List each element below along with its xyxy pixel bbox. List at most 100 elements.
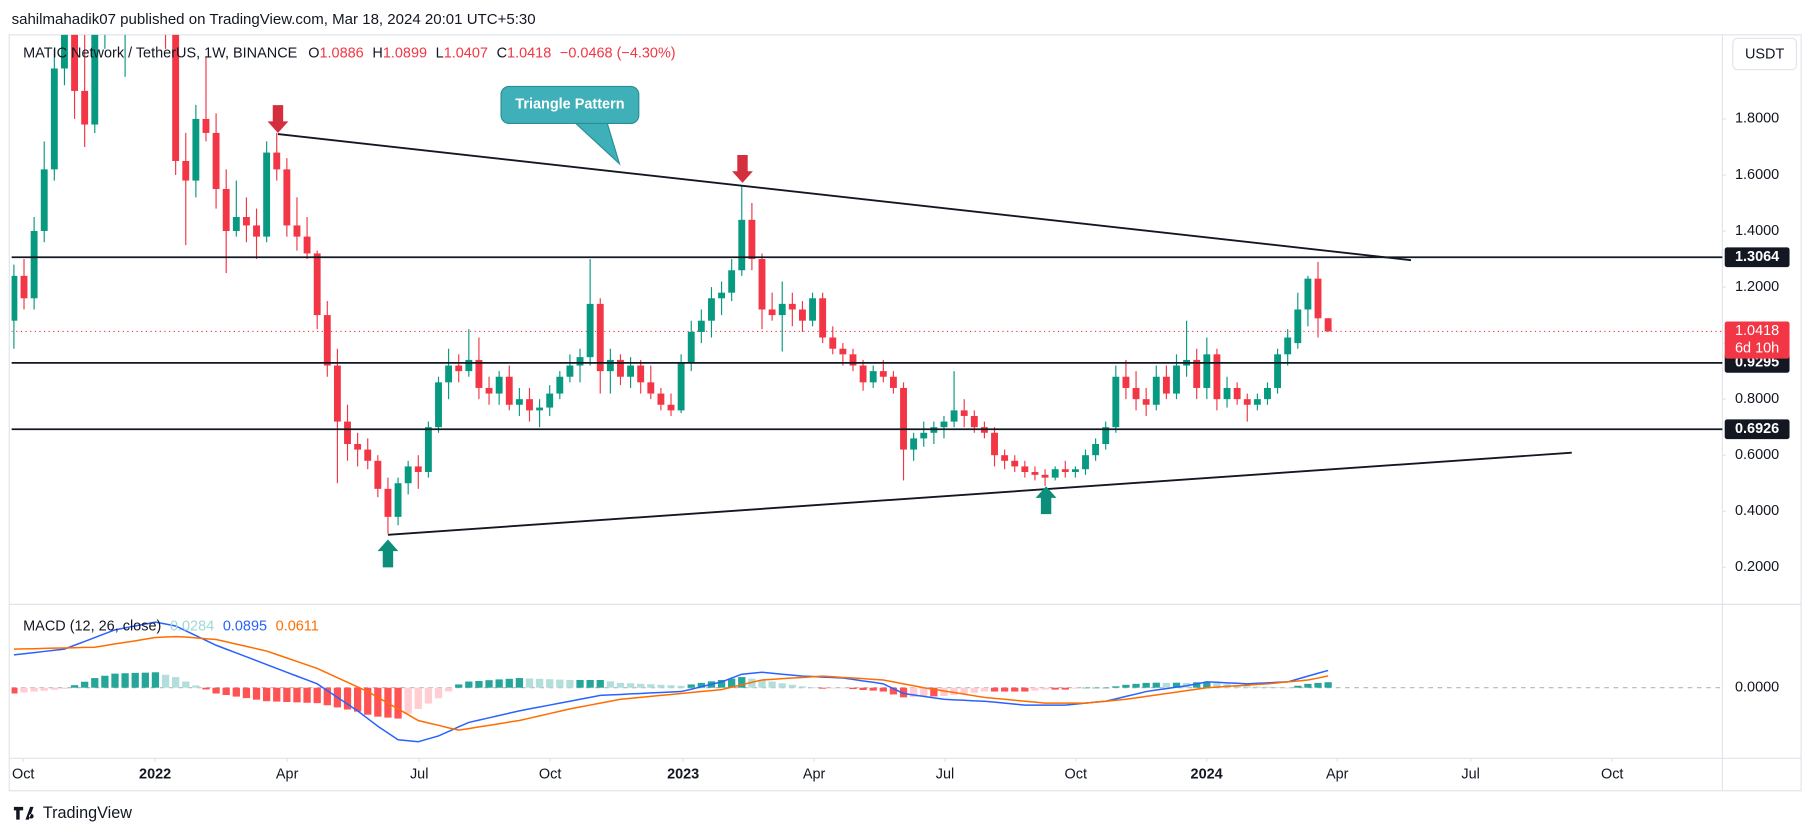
histogram-bar — [1061, 687, 1069, 690]
candle-body — [728, 270, 736, 293]
candle-body — [435, 382, 442, 428]
histogram-bar — [60, 687, 69, 689]
candle-body — [627, 365, 635, 377]
level-label: 1.3064 — [1735, 249, 1779, 265]
histogram-bar — [1021, 687, 1029, 692]
candle-body — [11, 275, 18, 321]
candle-body — [596, 303, 604, 372]
histogram-bar — [697, 682, 705, 688]
x-tick-label: Oct — [12, 766, 34, 782]
candle-body — [182, 160, 190, 181]
ohlc-label: O — [308, 45, 319, 61]
histogram-bar — [687, 684, 695, 688]
x-tick-label: Oct — [539, 766, 561, 782]
candle-body — [920, 432, 928, 439]
histogram-bar — [1263, 686, 1272, 688]
histogram-bar — [252, 687, 261, 700]
histogram-bar — [475, 680, 483, 688]
candle-body — [1082, 455, 1089, 470]
candle-body — [940, 421, 948, 428]
histogram-bar — [1000, 687, 1009, 692]
currency-label: USDT — [1745, 46, 1785, 62]
candle-body — [222, 188, 230, 232]
candle-body — [172, 34, 180, 161]
published-line: sahilmahadik07 published on TradingView.… — [12, 11, 536, 28]
candle-body — [404, 466, 412, 484]
histogram-bar — [101, 675, 109, 688]
x-tick-label: Jul — [936, 766, 954, 782]
candle-body — [414, 466, 422, 473]
candle-body — [40, 169, 48, 232]
candle-body — [799, 309, 806, 321]
candle-body — [758, 259, 766, 310]
candle-body — [344, 421, 351, 444]
candle-body — [515, 399, 523, 405]
candle-body — [313, 253, 321, 316]
candle-body — [1122, 376, 1130, 388]
candle-body — [546, 393, 554, 408]
histogram-bar — [242, 687, 251, 699]
chart-frame — [8, 34, 1802, 792]
histogram-bar — [586, 679, 594, 688]
candle-body — [879, 371, 887, 377]
candle-body — [617, 359, 624, 377]
candle-body — [1061, 469, 1069, 473]
candle-body — [1041, 474, 1049, 478]
candle-body — [586, 303, 594, 358]
candle-body — [1132, 387, 1140, 400]
x-tick-label: 2022 — [139, 766, 171, 782]
y-tick-label: 0.6000 — [1735, 447, 1779, 463]
histogram-bar — [1051, 687, 1059, 690]
candle-body — [576, 357, 584, 366]
currency-button[interactable] — [1732, 37, 1798, 71]
histogram-bar — [343, 687, 352, 710]
histogram-bar — [303, 687, 311, 703]
histogram-bar — [515, 678, 524, 688]
histogram-bar — [141, 672, 149, 688]
histogram-bar — [161, 674, 170, 688]
ohlc-label: H — [372, 45, 382, 61]
histogram-bar — [1081, 687, 1090, 689]
ohlc-value: 1.0407 — [444, 45, 488, 61]
candle-body — [455, 365, 463, 372]
candle-body — [1152, 376, 1160, 405]
arrow-marker — [1035, 486, 1057, 515]
callout-box — [500, 85, 640, 125]
histogram-bar — [596, 679, 604, 688]
candle-body — [1011, 460, 1019, 467]
candle-body — [687, 331, 695, 363]
signal-value: 0.0611 — [276, 618, 319, 634]
candle-body — [1213, 354, 1221, 400]
candle-body — [708, 298, 715, 321]
ohlc-label: C — [497, 45, 507, 61]
histogram-bar — [81, 681, 89, 688]
overlays: Triangle Pattern 1.3064 0.9295 0.6926 1.0418… — [267, 85, 1790, 568]
histogram-bar — [1112, 686, 1120, 688]
histogram-bar — [677, 685, 685, 688]
candle-body — [424, 427, 432, 473]
candle-body — [1031, 472, 1039, 475]
candle-body — [1304, 278, 1312, 310]
arrow-marker — [732, 155, 753, 183]
candle-body — [849, 354, 857, 366]
candle-body — [61, 34, 68, 69]
candle-body — [637, 365, 645, 383]
price-pane — [11, 34, 1723, 536]
candle-body — [293, 225, 301, 237]
histogram-bar — [1162, 682, 1171, 688]
histogram-bar — [20, 687, 28, 693]
x-tick-label: Apr — [1326, 766, 1349, 782]
candle-body — [1162, 376, 1170, 394]
candle-body — [829, 337, 837, 349]
candle-body — [323, 315, 331, 366]
histogram-bar — [1253, 686, 1262, 688]
candle-body — [1092, 443, 1100, 456]
candle-body — [374, 460, 382, 489]
histogram-bar — [91, 678, 99, 688]
histogram-bar — [1324, 682, 1332, 688]
macd-legend: MACD (12, 26, close) 0.0284 0.0895 0.061… — [23, 618, 319, 634]
footer-text: TradingView — [43, 804, 132, 822]
candle-body — [1173, 365, 1180, 394]
histogram-bar — [980, 687, 989, 692]
